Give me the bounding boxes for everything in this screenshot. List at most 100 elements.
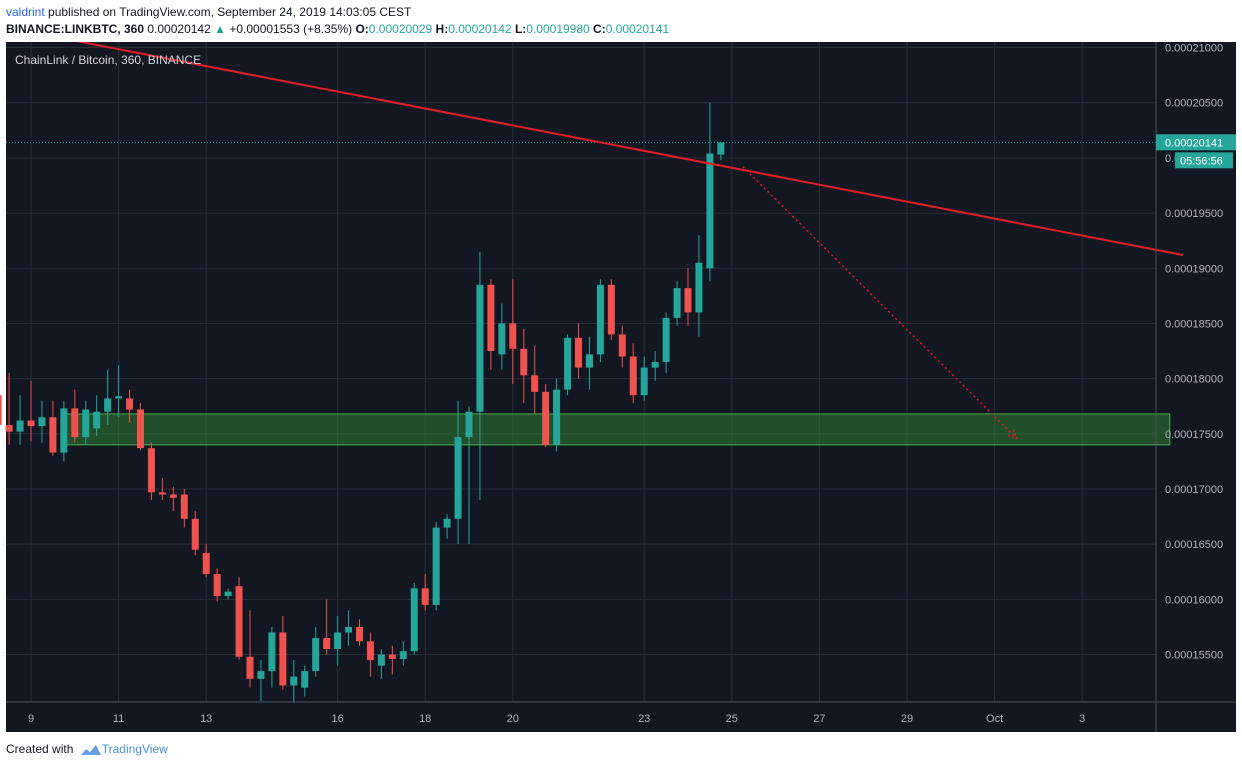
high-value: 0.00020142 [448, 22, 512, 36]
candle [224, 588, 232, 600]
candle [553, 378, 561, 452]
candle [717, 142, 725, 161]
open-value: 0.00020029 [368, 22, 433, 36]
close-value: 0.00020141 [605, 22, 670, 36]
candle [49, 400, 57, 456]
candle-body [684, 288, 692, 313]
candle-body [93, 411, 101, 429]
countdown-label: 05:56:56 [1180, 155, 1223, 167]
candle [509, 279, 517, 385]
time-axis[interactable]: 9 11 13 16 18 20 23 25 27 29 Oct 3 [28, 713, 1085, 725]
tradingview-link[interactable]: TradingView [101, 742, 168, 756]
candle-body [27, 420, 35, 427]
candle-body [279, 632, 287, 686]
candle-body [531, 375, 539, 392]
candle-body [673, 288, 681, 318]
candle-body [585, 354, 593, 368]
candle [421, 573, 429, 611]
candle [366, 632, 374, 677]
time-axis-label: 23 [638, 713, 650, 725]
candle [16, 395, 24, 445]
candle-body [443, 518, 451, 528]
candle-body [49, 417, 57, 453]
projection-arrow-line [742, 166, 1018, 439]
candle-body [158, 492, 166, 495]
candle-body [180, 494, 188, 519]
footer: Created with TradingView [6, 742, 168, 757]
candle [651, 351, 659, 381]
resistance-line [76, 42, 1184, 256]
candle [629, 343, 637, 403]
price-change: +0.00001553 (+8.35%) [229, 22, 353, 36]
candle [432, 522, 440, 611]
candle-body [607, 284, 615, 335]
symbol-info: BINANCE:LINKBTC, 360 0.00020142 ▲ +0.000… [6, 22, 669, 36]
candle-body [60, 408, 68, 453]
candle [465, 406, 473, 545]
candle [104, 369, 112, 425]
candle-body [520, 348, 528, 376]
candle-body [169, 494, 177, 498]
price-axis-label: 0.00021000 [1165, 43, 1223, 55]
last-price: 0.00020142 [147, 22, 211, 36]
price-chart[interactable]: 0.000210000.000205000.000200000.00019500… [0, 42, 1242, 732]
candle-body [5, 424, 13, 432]
candle [575, 323, 582, 379]
candle-body [421, 588, 429, 605]
candle [158, 477, 166, 501]
candle-body [301, 671, 309, 688]
candle [0, 395, 2, 425]
candle [257, 660, 265, 701]
time-axis-label: 18 [419, 713, 431, 725]
candle-body [115, 396, 123, 399]
candle-body [651, 362, 659, 368]
created-with-label: Created with [6, 742, 74, 756]
low-value: 0.00019980 [526, 22, 590, 36]
candle [137, 402, 144, 451]
time-axis-label: 20 [507, 713, 519, 725]
candle [410, 582, 418, 655]
close-label: C: [593, 22, 606, 36]
candle [191, 511, 199, 556]
candle [202, 544, 210, 578]
candle [542, 384, 550, 448]
price-axis-label: 0.00018500 [1165, 318, 1223, 330]
candle [301, 665, 309, 697]
candle [268, 626, 276, 688]
candle-body [399, 651, 407, 659]
candle [126, 389, 134, 423]
candle-body [235, 586, 243, 657]
candle [93, 395, 101, 437]
candle-body [334, 632, 342, 650]
candle-body [268, 632, 276, 672]
candle-body [82, 409, 90, 438]
candle-body [476, 284, 484, 412]
candle-body [377, 654, 385, 666]
up-arrow-icon: ▲ [214, 22, 226, 36]
candle-body [345, 626, 353, 633]
candle-body [126, 398, 134, 410]
time-axis-label: 29 [901, 713, 913, 725]
candle-body [257, 671, 265, 679]
time-axis-label: 16 [331, 713, 343, 725]
candle [5, 373, 13, 445]
candle-body [596, 284, 604, 355]
candle [443, 514, 451, 539]
candle-body [498, 323, 506, 355]
candle-body [213, 573, 221, 597]
time-axis-label: 3 [1079, 713, 1085, 725]
price-axis-label: 0.00019000 [1165, 263, 1223, 275]
candle-body [432, 527, 440, 605]
price-axis-label: 0.00017500 [1165, 429, 1223, 441]
countdown-box [1175, 152, 1233, 169]
support-zone [61, 413, 1171, 446]
candle-body [323, 637, 331, 650]
price-axis-label: 0.00017000 [1165, 484, 1223, 496]
candle-body [410, 588, 418, 652]
tradingview-logo-icon [80, 744, 101, 755]
author-link[interactable]: valdrint [6, 5, 45, 19]
candle [564, 334, 572, 396]
candle-body [137, 409, 144, 449]
price-tags: 0.00020141 05:56:56 [1156, 134, 1236, 169]
candle [618, 325, 626, 368]
